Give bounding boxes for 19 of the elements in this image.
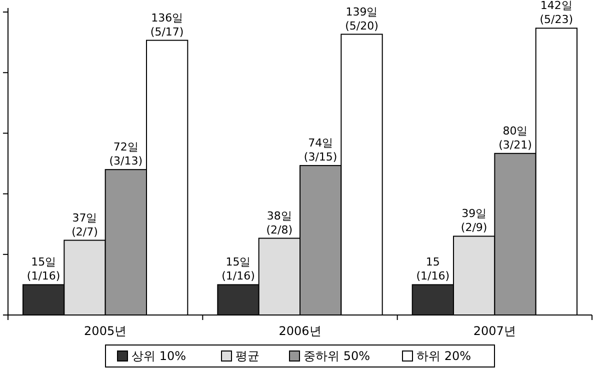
legend-label: 평균 <box>236 349 260 363</box>
data-label: 72일 (3/13) <box>109 140 143 168</box>
data-label: 74일 (3/15) <box>304 136 338 164</box>
data-label: 15 (1/16) <box>416 256 450 283</box>
data-label: 37일 (2/7) <box>72 211 98 238</box>
data-label: 136일 (5/17) <box>150 11 184 38</box>
legend-label: 중하위 50% <box>304 349 370 363</box>
data-label: 80일 (3/21) <box>498 124 532 152</box>
data-label: 139일 (5/20) <box>345 5 378 32</box>
x-tick-label: 2006년 <box>278 324 322 338</box>
x-tick-label: 2007년 <box>473 324 516 338</box>
data-label: 142일 (5/23) <box>540 0 574 26</box>
x-tick-label: 2005년 <box>84 324 127 338</box>
data-label: 38일 (2/8) <box>266 209 293 236</box>
legend-label: 하위 20% <box>416 349 471 363</box>
legend-label: 상위 10% <box>132 349 186 363</box>
data-label: 15일 (1/16) <box>26 256 60 283</box>
data-label: 39일 (2/9) <box>460 207 488 234</box>
data-label: 15일 (1/16) <box>222 256 255 283</box>
